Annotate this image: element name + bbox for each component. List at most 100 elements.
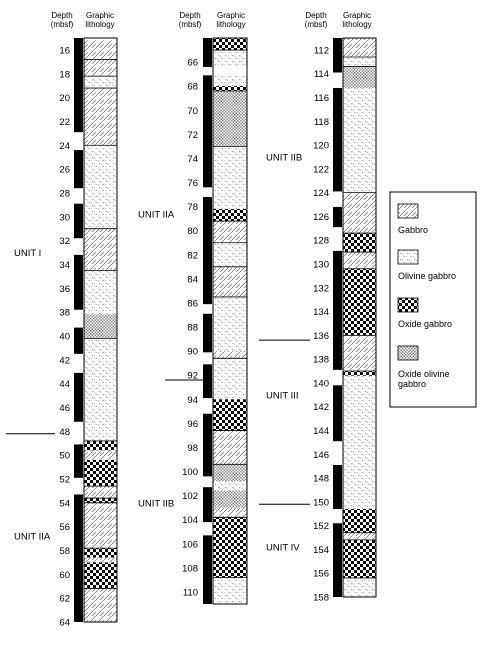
lithology-interval-olivine — [213, 481, 247, 491]
unit-label: UNIT I — [14, 248, 41, 259]
lithology-interval-gabbro — [84, 40, 117, 60]
lithology-interval-oxide — [84, 440, 117, 451]
lithology-header: Graphic lithology — [216, 11, 245, 29]
depth-tick-label: 136 — [313, 331, 329, 342]
lithology-interval-oxide — [84, 548, 117, 558]
lithology-interval-olivine — [84, 145, 117, 229]
depth-tick-label: 72 — [187, 130, 198, 141]
depth-tick-label: 112 — [314, 45, 329, 56]
lithology-interval-oxide — [343, 539, 376, 578]
depth-tick-label: 62 — [59, 594, 70, 605]
legend-label: Gabbro — [398, 225, 428, 235]
lithology-interval-gabbro — [343, 532, 376, 540]
core-column-2: Depth (mbsf) Graphic lithology 66 68 70 72 74 7… — [179, 11, 248, 605]
unit-labels: UNIT I UNIT IIA UNIT IIA UNIT IIB UNIT I… — [14, 152, 302, 553]
depth-tick-label: 18 — [59, 69, 70, 80]
depth-tick-label: 42 — [59, 355, 70, 366]
depth-tick-label: 48 — [59, 427, 70, 438]
lithology-interval-oxolivine — [213, 490, 247, 508]
legend-item: Gabbro — [397, 203, 428, 235]
legend-label: Oxide gabbro — [398, 319, 452, 329]
lithology-interval-oxide — [213, 399, 247, 431]
depth-tick-label: 156 — [313, 569, 329, 580]
legend-label: Oxide olivine gabbro — [398, 369, 450, 389]
recovery-bar — [333, 464, 342, 509]
recovery-bar — [74, 494, 83, 622]
legend-swatch — [397, 203, 419, 219]
legend-swatch — [397, 345, 419, 361]
lithology-interval-oxide — [84, 459, 117, 487]
depth-tick-label: 30 — [59, 212, 70, 223]
core-column-1: Depth (mbsf) Graphic lithology 16 18 20 22 24 2… — [51, 11, 118, 629]
lithology-header: Graphic lithology — [85, 11, 114, 29]
depth-tick-label: 146 — [313, 450, 329, 461]
lithology-interval-olivine — [213, 296, 247, 352]
lithology-interval-olivine — [213, 146, 247, 210]
depth-tick-label: 98 — [187, 443, 198, 454]
recovery-bar — [333, 250, 342, 370]
lithology-interval-oxolivine — [213, 464, 247, 482]
legend: Gabbro Olivine gabbro Oxide gabbro Oxide… — [389, 191, 477, 408]
recovery-bar — [333, 87, 342, 192]
depth-tick-label: 76 — [187, 178, 198, 189]
lithology-column-frame — [83, 37, 118, 623]
depth-tick-label: 92 — [187, 371, 198, 382]
lithology-header: Graphic lithology — [342, 11, 371, 29]
recovery-bar — [203, 196, 212, 305]
recovery-bar — [74, 372, 83, 422]
depth-tick-label: 34 — [59, 260, 70, 271]
depth-tick-label: 54 — [59, 498, 70, 509]
lithology-interval-olivine — [213, 242, 247, 267]
depth-tick-label: 106 — [182, 539, 198, 550]
depth-tick-label: 94 — [187, 395, 198, 406]
lithology-interval-gabbro — [84, 557, 117, 563]
recovery-bar — [203, 364, 212, 399]
lithology-interval-oxide — [343, 268, 376, 336]
depth-header: Depth (mbsf) — [305, 11, 328, 29]
depth-tick-label: 138 — [313, 355, 329, 366]
lithology-interval-gabbro — [213, 430, 247, 465]
lithology-interval-olivine — [343, 577, 376, 597]
recovery-bar — [333, 38, 342, 73]
depth-tick-label: 66 — [187, 58, 198, 69]
depth-tick-label: 86 — [187, 298, 198, 309]
depth-tick-label: 46 — [59, 403, 70, 414]
lithology-interval-gabbro — [84, 88, 117, 146]
depth-tick-label: 16 — [59, 45, 70, 56]
recovery-bar — [74, 254, 83, 310]
lithology-interval-olivine — [213, 358, 247, 400]
lithology-interval-oxide — [343, 508, 376, 533]
lithology-interval-oxide — [213, 38, 247, 51]
lithology-interval-gabbro — [84, 59, 117, 77]
lithology-interval-gabbro — [343, 252, 376, 269]
recovery-bar — [74, 203, 83, 239]
recovery-bar — [74, 38, 83, 133]
lithology-interval-oxolivine — [84, 314, 117, 339]
recovery-bar — [333, 523, 342, 597]
depth-tick-label: 44 — [59, 379, 70, 390]
depth-tick-label: 130 — [313, 259, 329, 270]
unit-label: UNIT IV — [266, 543, 300, 554]
depth-tick-label: 140 — [313, 378, 329, 389]
depth-tick-label: 82 — [187, 250, 198, 261]
lithology-interval-olivine — [343, 57, 376, 67]
depth-tick-label: 118 — [314, 117, 329, 128]
depth-tick-label: 22 — [59, 117, 70, 128]
depth-tick-label: 88 — [187, 323, 198, 334]
depth-tick-label: 50 — [59, 451, 70, 462]
lithology-interval-olivine — [343, 375, 376, 509]
legend-swatch — [397, 297, 419, 313]
recovery-bar — [333, 206, 342, 228]
lithology-interval-gabbro — [213, 507, 247, 518]
recovery-bar — [203, 487, 212, 523]
lithology-interval-gabbro — [213, 351, 247, 359]
unit-label: UNIT IIB — [138, 498, 174, 509]
depth-tick-label: 96 — [187, 419, 198, 430]
depth-tick-label: 58 — [59, 546, 70, 557]
lithology-interval-olivine — [213, 50, 247, 67]
legend-item: Oxide olivine gabbro — [397, 345, 450, 389]
depth-tick-label: 108 — [182, 563, 198, 574]
lithology-interval-gabbro — [84, 588, 117, 622]
depth-tick-label: 132 — [313, 283, 329, 294]
